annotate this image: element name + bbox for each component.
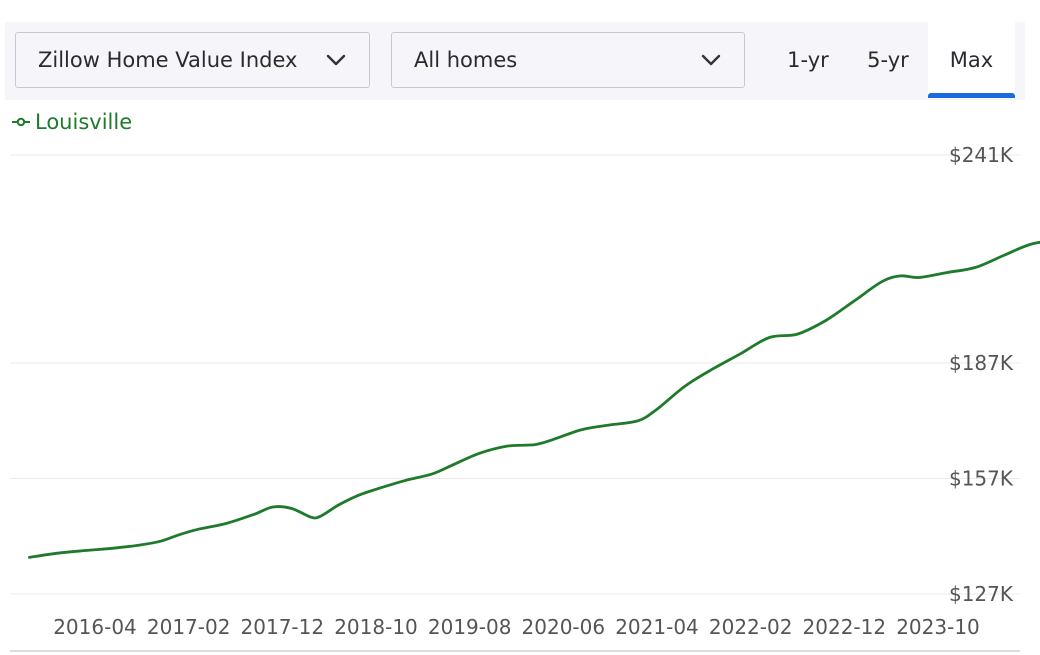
x-tick-label: 2021-04 [615, 615, 699, 639]
y-axis-ticks: $127K $157K $187K $241K [949, 143, 1014, 606]
x-tick-label: 2020-06 [522, 615, 606, 639]
legend-series-name: Louisville [35, 110, 133, 134]
series-line-louisville [28, 240, 1040, 559]
grid-lines [10, 154, 1020, 652]
selected-tab-indicator [928, 93, 1015, 98]
series-layer [28, 240, 1040, 559]
tab-1-yr[interactable]: 1-yr [787, 48, 829, 72]
x-tick-label: 2022-12 [803, 615, 887, 639]
y-tick-label: $241K [949, 143, 1014, 167]
tab-max[interactable]: Max [928, 22, 1015, 98]
metric-select-value: Zillow Home Value Index [38, 48, 298, 72]
chevron-down-icon [701, 54, 721, 66]
x-tick-label: 2016-04 [53, 615, 137, 639]
x-tick-label: 2017-02 [147, 615, 231, 639]
x-tick-label: 2019-08 [428, 615, 512, 639]
x-tick-label: 2017-12 [241, 615, 325, 639]
tab-5-yr[interactable]: 5-yr [867, 48, 909, 72]
chart-toolbar: Zillow Home Value Index All homes 1-yr 5… [5, 22, 1025, 100]
x-tick-label: 2022-02 [709, 615, 793, 639]
y-tick-label: $127K [949, 582, 1014, 606]
x-tick-label: 2018-10 [334, 615, 418, 639]
chart-legend: Louisville [11, 108, 132, 136]
home-type-select[interactable]: All homes [391, 32, 745, 88]
chevron-down-icon [326, 54, 346, 66]
legend-line-marker-icon [12, 117, 30, 127]
x-tick-label: 2023-10 [896, 615, 980, 639]
y-tick-label: $187K [949, 351, 1014, 375]
home-type-select-value: All homes [414, 48, 518, 72]
y-tick-label: $157K [949, 466, 1014, 490]
metric-select[interactable]: Zillow Home Value Index [15, 32, 370, 88]
x-axis-ticks: 2016-04 2017-02 2017-12 2018-10 2019-08 2020-… [53, 615, 980, 639]
